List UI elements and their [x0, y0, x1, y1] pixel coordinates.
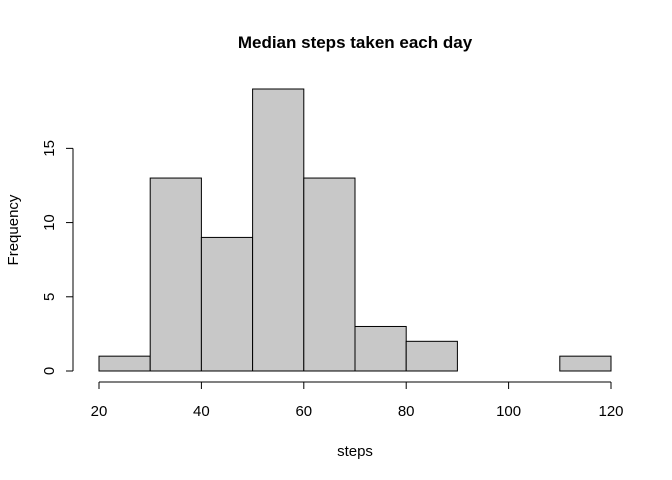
- histogram-bar-60-70: [303, 177, 356, 372]
- histogram-bar-30-40: [149, 177, 202, 372]
- x-axis-label: steps: [337, 443, 373, 460]
- x-tick-label: 40: [193, 403, 210, 420]
- y-tick-label: 10: [41, 214, 58, 231]
- x-tick-label: 100: [496, 403, 521, 420]
- bars-group: [98, 88, 612, 372]
- x-tick-label: 80: [398, 403, 415, 420]
- y-axis-label: Frequency: [5, 194, 22, 265]
- histogram-bar-70-80: [354, 325, 407, 372]
- histogram-bar-20-30: [98, 355, 151, 372]
- x-tick-label: 60: [295, 403, 312, 420]
- x-tick-label: 120: [598, 403, 623, 420]
- histogram-bar-40-50: [200, 236, 254, 372]
- histogram-bar-80-90: [405, 340, 458, 372]
- x-tick-label: 20: [91, 403, 108, 420]
- histogram-bar-110-120: [559, 355, 612, 372]
- y-tick-label: 5: [41, 293, 58, 301]
- y-tick-label: 15: [41, 140, 58, 157]
- x-axis: 20 40 60 80 100 120: [91, 381, 624, 420]
- y-axis: 0 5 10 15: [41, 140, 74, 375]
- histogram-bar-50-60: [252, 88, 305, 372]
- y-tick-label: 0: [41, 367, 58, 375]
- chart-title: Median steps taken each day: [238, 33, 473, 52]
